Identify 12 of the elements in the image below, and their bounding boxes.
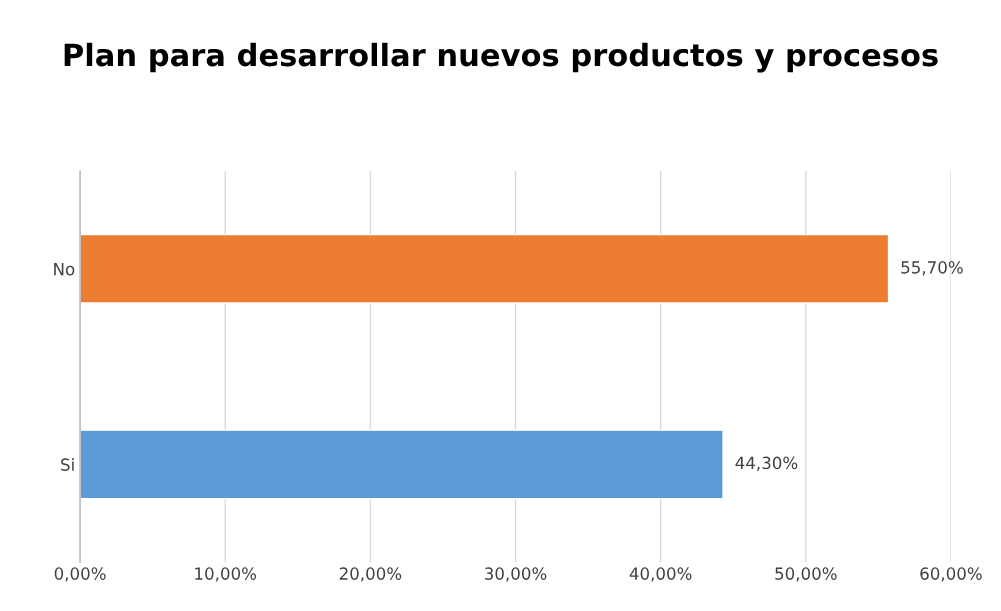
x-tick-label: 40,00%	[629, 567, 692, 582]
x-tick-label: 30,00%	[485, 567, 547, 582]
data-label: 44,30%	[735, 456, 798, 471]
x-tick-label: 10,00%	[195, 567, 257, 582]
x-tick-label: 0,00%	[54, 567, 106, 582]
chart-title: Plan para desarrollar nuevos productos y procesos	[64, 42, 938, 73]
y-tick-label: Si	[61, 458, 74, 471]
x-tick-label: 60,00%	[920, 567, 982, 582]
y-tick-label: No	[54, 263, 75, 276]
x-tick-label: 50,00%	[775, 567, 837, 582]
x-tick-label: 20,00%	[339, 567, 402, 582]
data-label: 55,70%	[901, 261, 963, 276]
